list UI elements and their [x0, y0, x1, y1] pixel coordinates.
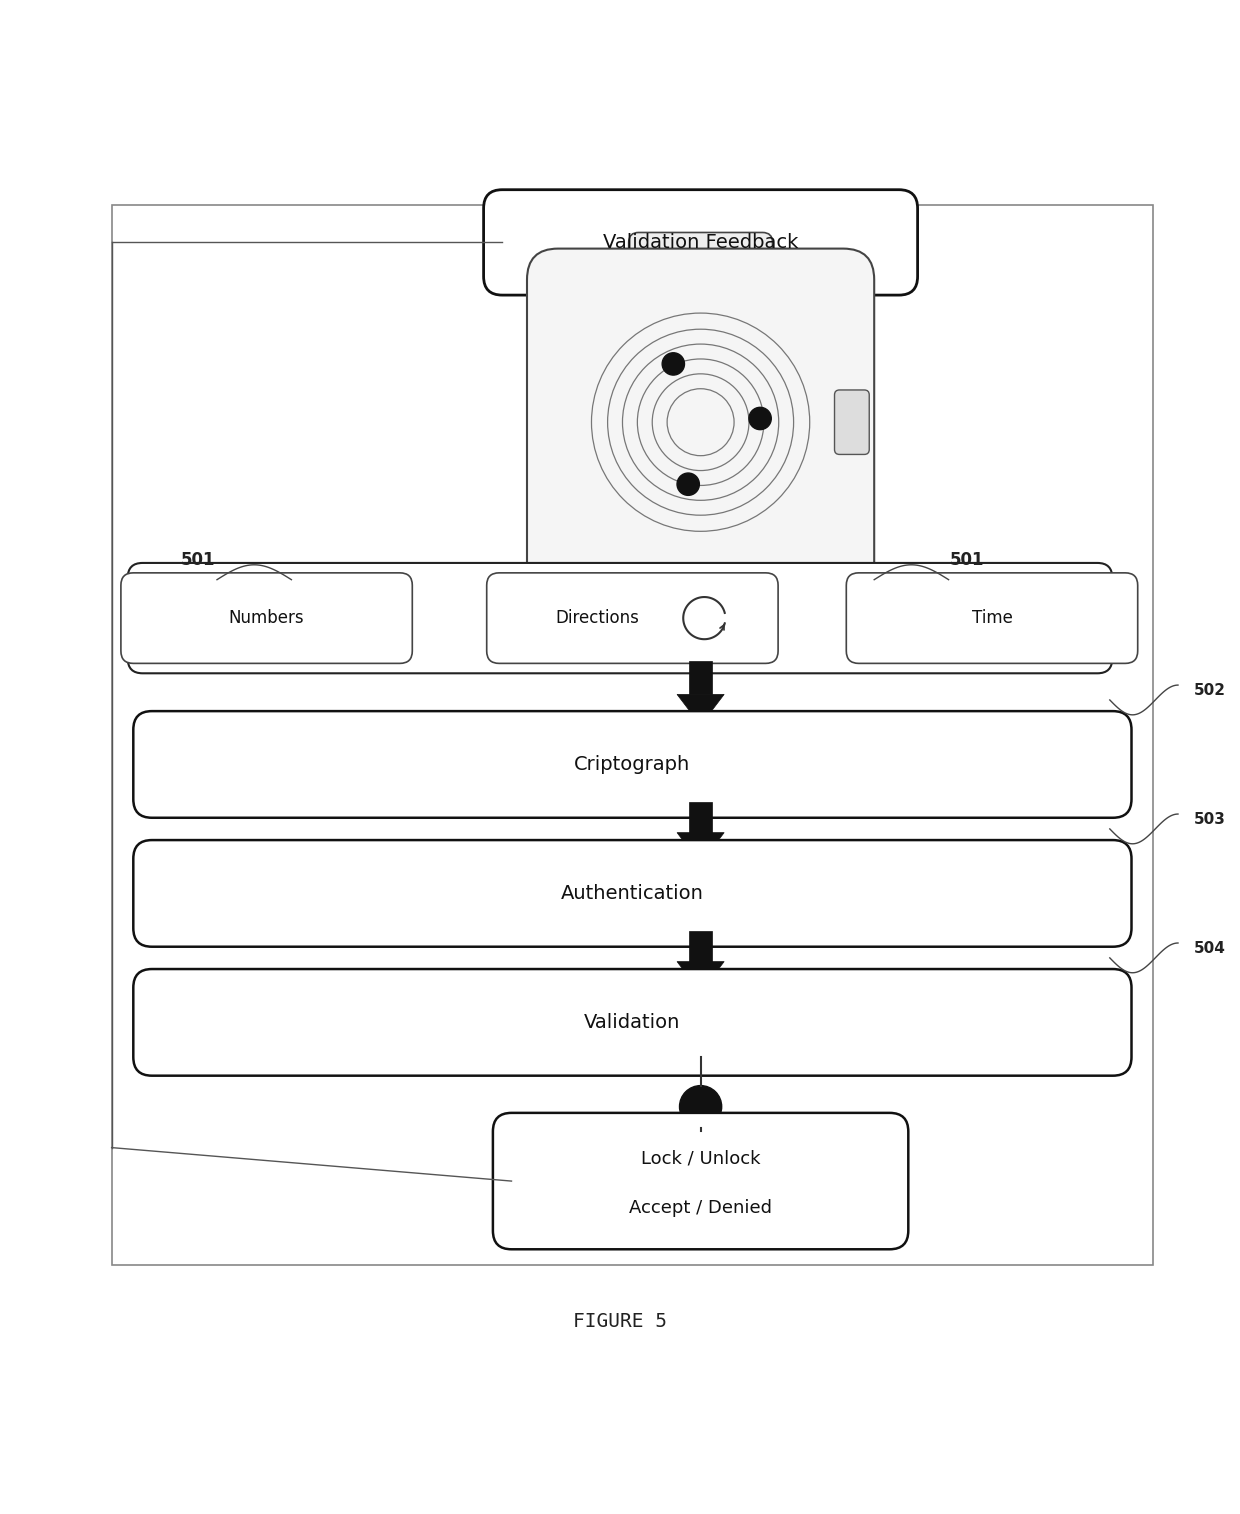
Circle shape	[680, 1086, 722, 1128]
Text: Authentication: Authentication	[560, 884, 704, 902]
Text: Directions: Directions	[556, 609, 640, 627]
FancyBboxPatch shape	[835, 391, 869, 454]
FancyBboxPatch shape	[527, 248, 874, 597]
Polygon shape	[677, 307, 724, 339]
Circle shape	[662, 353, 684, 375]
FancyBboxPatch shape	[629, 530, 773, 612]
Text: Numbers: Numbers	[229, 609, 304, 627]
Polygon shape	[689, 801, 712, 833]
FancyBboxPatch shape	[484, 189, 918, 295]
Circle shape	[677, 472, 699, 495]
Text: Validation: Validation	[584, 1013, 681, 1033]
FancyBboxPatch shape	[492, 1113, 908, 1249]
Polygon shape	[689, 568, 712, 604]
Text: 503: 503	[1194, 812, 1226, 827]
Text: Validation Feedback: Validation Feedback	[603, 233, 799, 251]
Text: Criptograph: Criptograph	[574, 755, 691, 774]
Text: Lock / Unlock: Lock / Unlock	[641, 1149, 760, 1167]
FancyBboxPatch shape	[846, 572, 1138, 663]
Text: 502: 502	[1194, 683, 1226, 698]
Polygon shape	[689, 662, 712, 695]
FancyBboxPatch shape	[134, 840, 1131, 946]
Polygon shape	[689, 277, 712, 307]
FancyBboxPatch shape	[122, 572, 412, 663]
Polygon shape	[689, 931, 712, 961]
Circle shape	[749, 407, 771, 430]
FancyBboxPatch shape	[629, 233, 773, 315]
Polygon shape	[677, 695, 724, 725]
FancyBboxPatch shape	[128, 563, 1112, 674]
Text: Accept / Denied: Accept / Denied	[629, 1199, 773, 1217]
Text: FIGURE 5: FIGURE 5	[573, 1311, 667, 1331]
Text: 501: 501	[181, 551, 216, 569]
Text: 501: 501	[950, 551, 985, 569]
Text: 504: 504	[1194, 940, 1226, 955]
Text: Time: Time	[972, 609, 1012, 627]
FancyBboxPatch shape	[134, 712, 1131, 818]
FancyBboxPatch shape	[486, 572, 779, 663]
Polygon shape	[677, 604, 724, 636]
Polygon shape	[677, 961, 724, 993]
FancyBboxPatch shape	[134, 969, 1131, 1075]
Polygon shape	[677, 833, 724, 863]
